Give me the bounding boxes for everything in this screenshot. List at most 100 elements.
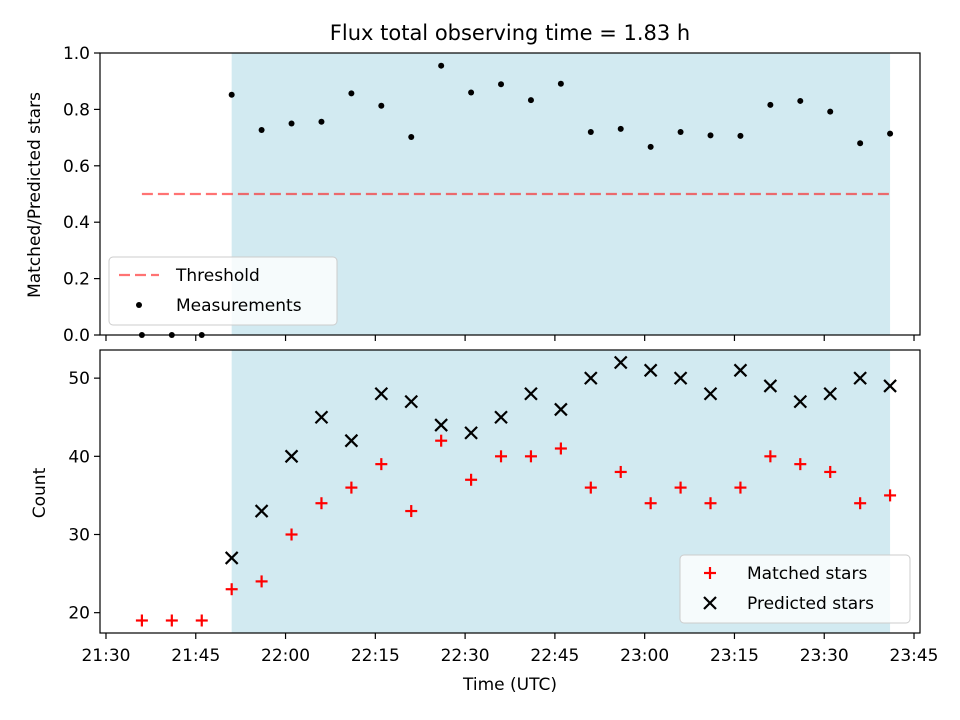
predicted-stars-point-b bbox=[853, 371, 867, 385]
predicted-stars-point bbox=[494, 410, 508, 425]
predicted-stars-point-b bbox=[763, 379, 778, 393]
measurements-point bbox=[228, 91, 235, 98]
predicted-stars-point-b bbox=[584, 371, 598, 385]
matched-stars-point bbox=[345, 481, 358, 494]
predicted-stars-point bbox=[733, 363, 748, 378]
matched-stars-point bbox=[704, 497, 717, 510]
predicted-stars-point-b bbox=[344, 433, 359, 448]
x-axis-label: Time (UTC) bbox=[462, 675, 557, 695]
matched-stars-point bbox=[554, 442, 567, 455]
predicted-stars-point-b bbox=[434, 418, 448, 432]
measurements-point bbox=[797, 97, 804, 104]
measurements-point bbox=[677, 128, 684, 135]
bottom-y-tick-label: 50 bbox=[68, 369, 90, 389]
predicted-stars-point-b bbox=[284, 449, 299, 464]
predicted-stars-point bbox=[284, 449, 299, 464]
predicted-stars-point bbox=[823, 387, 837, 401]
matched-stars-point bbox=[135, 614, 148, 627]
measurements-point bbox=[258, 126, 265, 133]
top-legend: Threshold Measurements bbox=[108, 256, 338, 326]
predicted-stars-point bbox=[763, 379, 778, 393]
predicted-stars-point-b bbox=[613, 355, 628, 370]
x-tick-label: 22:15 bbox=[351, 646, 400, 666]
measurements-point bbox=[647, 143, 654, 150]
legend-label-matched-stars: Matched stars bbox=[747, 564, 867, 584]
measurements-point bbox=[468, 89, 475, 96]
legend-key-b bbox=[703, 596, 717, 610]
x-tick-label: 21:30 bbox=[81, 646, 130, 666]
bottom-legend: Matched stars Predicted stars bbox=[679, 554, 911, 624]
top-axes-frame bbox=[99, 52, 921, 336]
matched-stars-point bbox=[255, 575, 268, 588]
matched-stars-point bbox=[584, 481, 597, 494]
bottom-y-tick-label: 40 bbox=[68, 447, 90, 467]
predicted-stars-point-b bbox=[883, 379, 897, 393]
matched-stars-point bbox=[794, 458, 807, 471]
legend-key-measurements bbox=[136, 302, 142, 308]
legend-label-measurements: Measurements bbox=[176, 296, 302, 316]
x-tick-label: 22:00 bbox=[261, 646, 310, 666]
matched-stars-point bbox=[734, 481, 747, 494]
matched-stars-point bbox=[854, 497, 867, 510]
predicted-stars-point-b bbox=[524, 387, 538, 401]
predicted-stars-point-b bbox=[823, 387, 837, 401]
measurements-point bbox=[857, 140, 864, 147]
predicted-stars-point-b bbox=[374, 387, 389, 401]
matched-stars-point bbox=[644, 497, 657, 510]
matched-stars-point bbox=[614, 465, 627, 478]
top-y-tick-label: 0.0 bbox=[63, 326, 90, 346]
predicted-stars-point bbox=[314, 410, 329, 425]
predicted-stars-point-b bbox=[494, 410, 508, 425]
predicted-stars-point-b bbox=[673, 371, 688, 385]
legend-box bbox=[679, 554, 911, 624]
x-tick-label: 23:15 bbox=[710, 646, 759, 666]
predicted-stars-point-b bbox=[703, 387, 718, 401]
predicted-stars-point bbox=[793, 394, 808, 409]
matched-stars-point bbox=[315, 497, 328, 510]
x-tick-label: 22:30 bbox=[441, 646, 490, 666]
measurements-point bbox=[318, 118, 325, 125]
matched-stars-point bbox=[375, 458, 388, 471]
measurements-point bbox=[767, 101, 774, 108]
matched-stars-point bbox=[195, 614, 208, 627]
measurements-point bbox=[707, 132, 714, 139]
predicted-stars-point bbox=[224, 551, 239, 565]
predicted-stars-point-b bbox=[254, 504, 269, 518]
legend-box bbox=[108, 256, 338, 326]
predicted-stars-point bbox=[703, 387, 718, 401]
predicted-stars-point bbox=[524, 387, 538, 401]
x-tick-label: 23:45 bbox=[890, 646, 939, 666]
measurements-point bbox=[617, 125, 624, 132]
predicted-stars-point bbox=[883, 379, 897, 393]
legend-key-predicted-stars bbox=[703, 596, 717, 610]
measurements-point bbox=[408, 134, 415, 141]
predicted-stars-point bbox=[613, 355, 628, 370]
x-tick-label: 23:30 bbox=[800, 646, 849, 666]
predicted-stars-point bbox=[374, 387, 389, 401]
predicted-stars-point-b bbox=[793, 394, 808, 409]
legend-label-threshold: Threshold bbox=[175, 266, 260, 286]
predicted-stars-point bbox=[434, 418, 448, 432]
matched-stars-point bbox=[884, 489, 897, 502]
top-panel: 0.0 0.2 0.4 0.6 0.8 1.0 Threshold Measurements bbox=[63, 44, 921, 346]
legend-label-predicted-stars: Predicted stars bbox=[747, 594, 874, 614]
measurements-point bbox=[527, 97, 534, 104]
measurements-point bbox=[378, 102, 385, 109]
measurements-point bbox=[557, 80, 564, 87]
predicted-stars-point-b bbox=[554, 402, 568, 417]
matched-stars-point bbox=[764, 450, 777, 463]
predicted-stars-point-b bbox=[464, 426, 478, 440]
predicted-stars-point bbox=[344, 433, 359, 448]
measurements-point bbox=[438, 62, 445, 69]
bottom-panel: 20 30 40 50 21:30 21:45 22:00 22:15 22:30 22:45 23… bbox=[68, 349, 939, 666]
predicted-stars-point bbox=[254, 504, 269, 518]
measurements-point bbox=[737, 132, 744, 139]
predicted-stars-point-b bbox=[643, 363, 658, 378]
matched-stars-point bbox=[405, 505, 418, 518]
matched-stars-point bbox=[824, 465, 837, 478]
predicted-stars-point bbox=[464, 426, 478, 440]
predicted-stars-point bbox=[853, 371, 867, 385]
predicted-stars-point-b bbox=[733, 363, 748, 378]
matched-stars-point bbox=[465, 473, 478, 486]
measurements-point bbox=[348, 90, 355, 97]
